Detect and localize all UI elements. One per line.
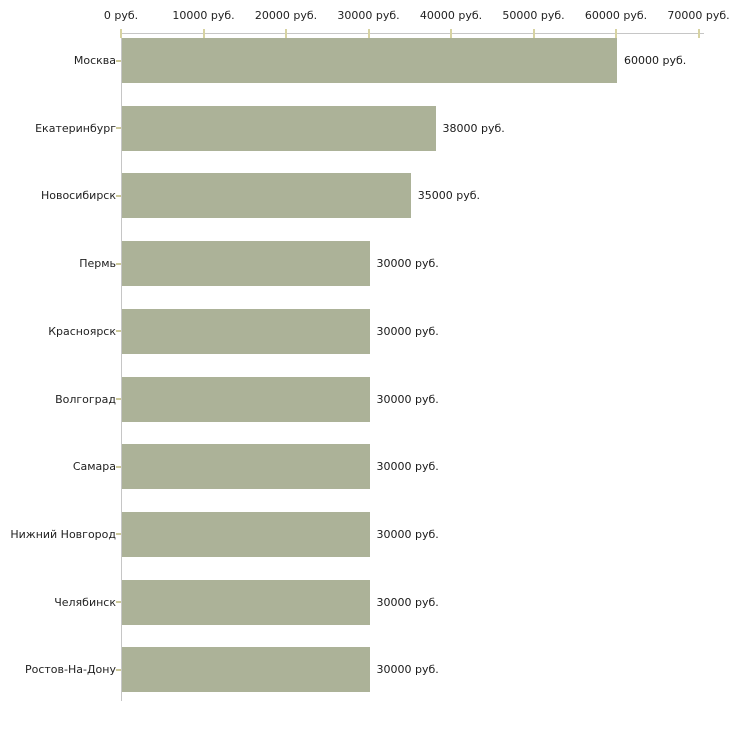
y-axis-tick bbox=[116, 194, 121, 197]
bar bbox=[122, 241, 370, 287]
y-axis-tick bbox=[116, 127, 121, 130]
x-axis-tick-label: 60000 руб. bbox=[584, 9, 648, 22]
city-axis-label: Волгоград bbox=[55, 392, 116, 406]
bar bbox=[122, 511, 370, 557]
value-label: 35000 руб. bbox=[417, 189, 481, 203]
bar bbox=[122, 579, 370, 625]
city-axis-label: Челябинск bbox=[54, 595, 116, 609]
city-axis-label: Москва bbox=[73, 54, 116, 67]
bar bbox=[122, 105, 436, 151]
x-axis-tick-label: 10000 руб. bbox=[172, 9, 235, 22]
value-label: 30000 руб. bbox=[376, 324, 439, 338]
x-axis-tick bbox=[120, 29, 122, 38]
value-label: 60000 руб. bbox=[624, 54, 687, 67]
y-axis-tick bbox=[116, 465, 121, 468]
x-axis-tick-label: 40000 руб. bbox=[419, 9, 483, 22]
y-axis-line bbox=[121, 33, 122, 701]
value-label: 30000 руб. bbox=[376, 392, 439, 406]
y-axis-tick bbox=[116, 262, 121, 265]
x-axis-tick-label: 70000 руб. bbox=[667, 9, 730, 22]
city-axis-label: Самара bbox=[72, 460, 116, 474]
city-axis-label: Ростов-На-Дону bbox=[24, 663, 116, 677]
x-axis-tick bbox=[450, 29, 452, 38]
value-label: 30000 руб. bbox=[376, 663, 439, 677]
bar bbox=[122, 376, 370, 422]
city-axis-label: Нижний Новгород bbox=[10, 527, 116, 541]
y-axis-tick bbox=[116, 668, 121, 671]
x-axis-tick bbox=[285, 29, 287, 38]
city-axis-label: Пермь bbox=[79, 257, 116, 271]
bar bbox=[122, 173, 411, 219]
y-axis-tick bbox=[116, 533, 121, 536]
bar bbox=[122, 444, 370, 490]
x-axis-tick-label: 20000 руб. bbox=[254, 9, 318, 22]
city-axis-label: Екатеринбург bbox=[35, 121, 116, 135]
y-axis-tick bbox=[116, 398, 121, 400]
city-axis-label: Красноярск bbox=[48, 324, 116, 338]
city-axis-label: Новосибирск bbox=[40, 189, 116, 203]
x-axis-tick bbox=[367, 29, 370, 38]
x-axis-tick-label: 0 руб. bbox=[103, 9, 139, 22]
x-axis-tick bbox=[697, 29, 700, 38]
x-axis-tick bbox=[202, 29, 205, 38]
value-label: 30000 руб. bbox=[376, 257, 439, 271]
value-label: 30000 руб. bbox=[376, 527, 439, 541]
x-axis-tick bbox=[532, 29, 535, 38]
x-axis-line bbox=[121, 33, 704, 34]
bar bbox=[122, 38, 617, 83]
y-axis-tick bbox=[116, 59, 121, 62]
x-axis-tick-label: 50000 руб. bbox=[502, 9, 565, 22]
value-label: 30000 руб. bbox=[376, 595, 439, 609]
value-label: 38000 руб. bbox=[442, 121, 505, 135]
bar bbox=[122, 308, 370, 354]
x-axis-tick-label: 30000 руб. bbox=[337, 9, 400, 22]
y-axis-tick bbox=[116, 601, 121, 604]
value-label: 30000 руб. bbox=[376, 460, 439, 474]
bar bbox=[122, 647, 370, 693]
x-axis-tick bbox=[615, 29, 617, 38]
y-axis-tick bbox=[116, 330, 121, 333]
